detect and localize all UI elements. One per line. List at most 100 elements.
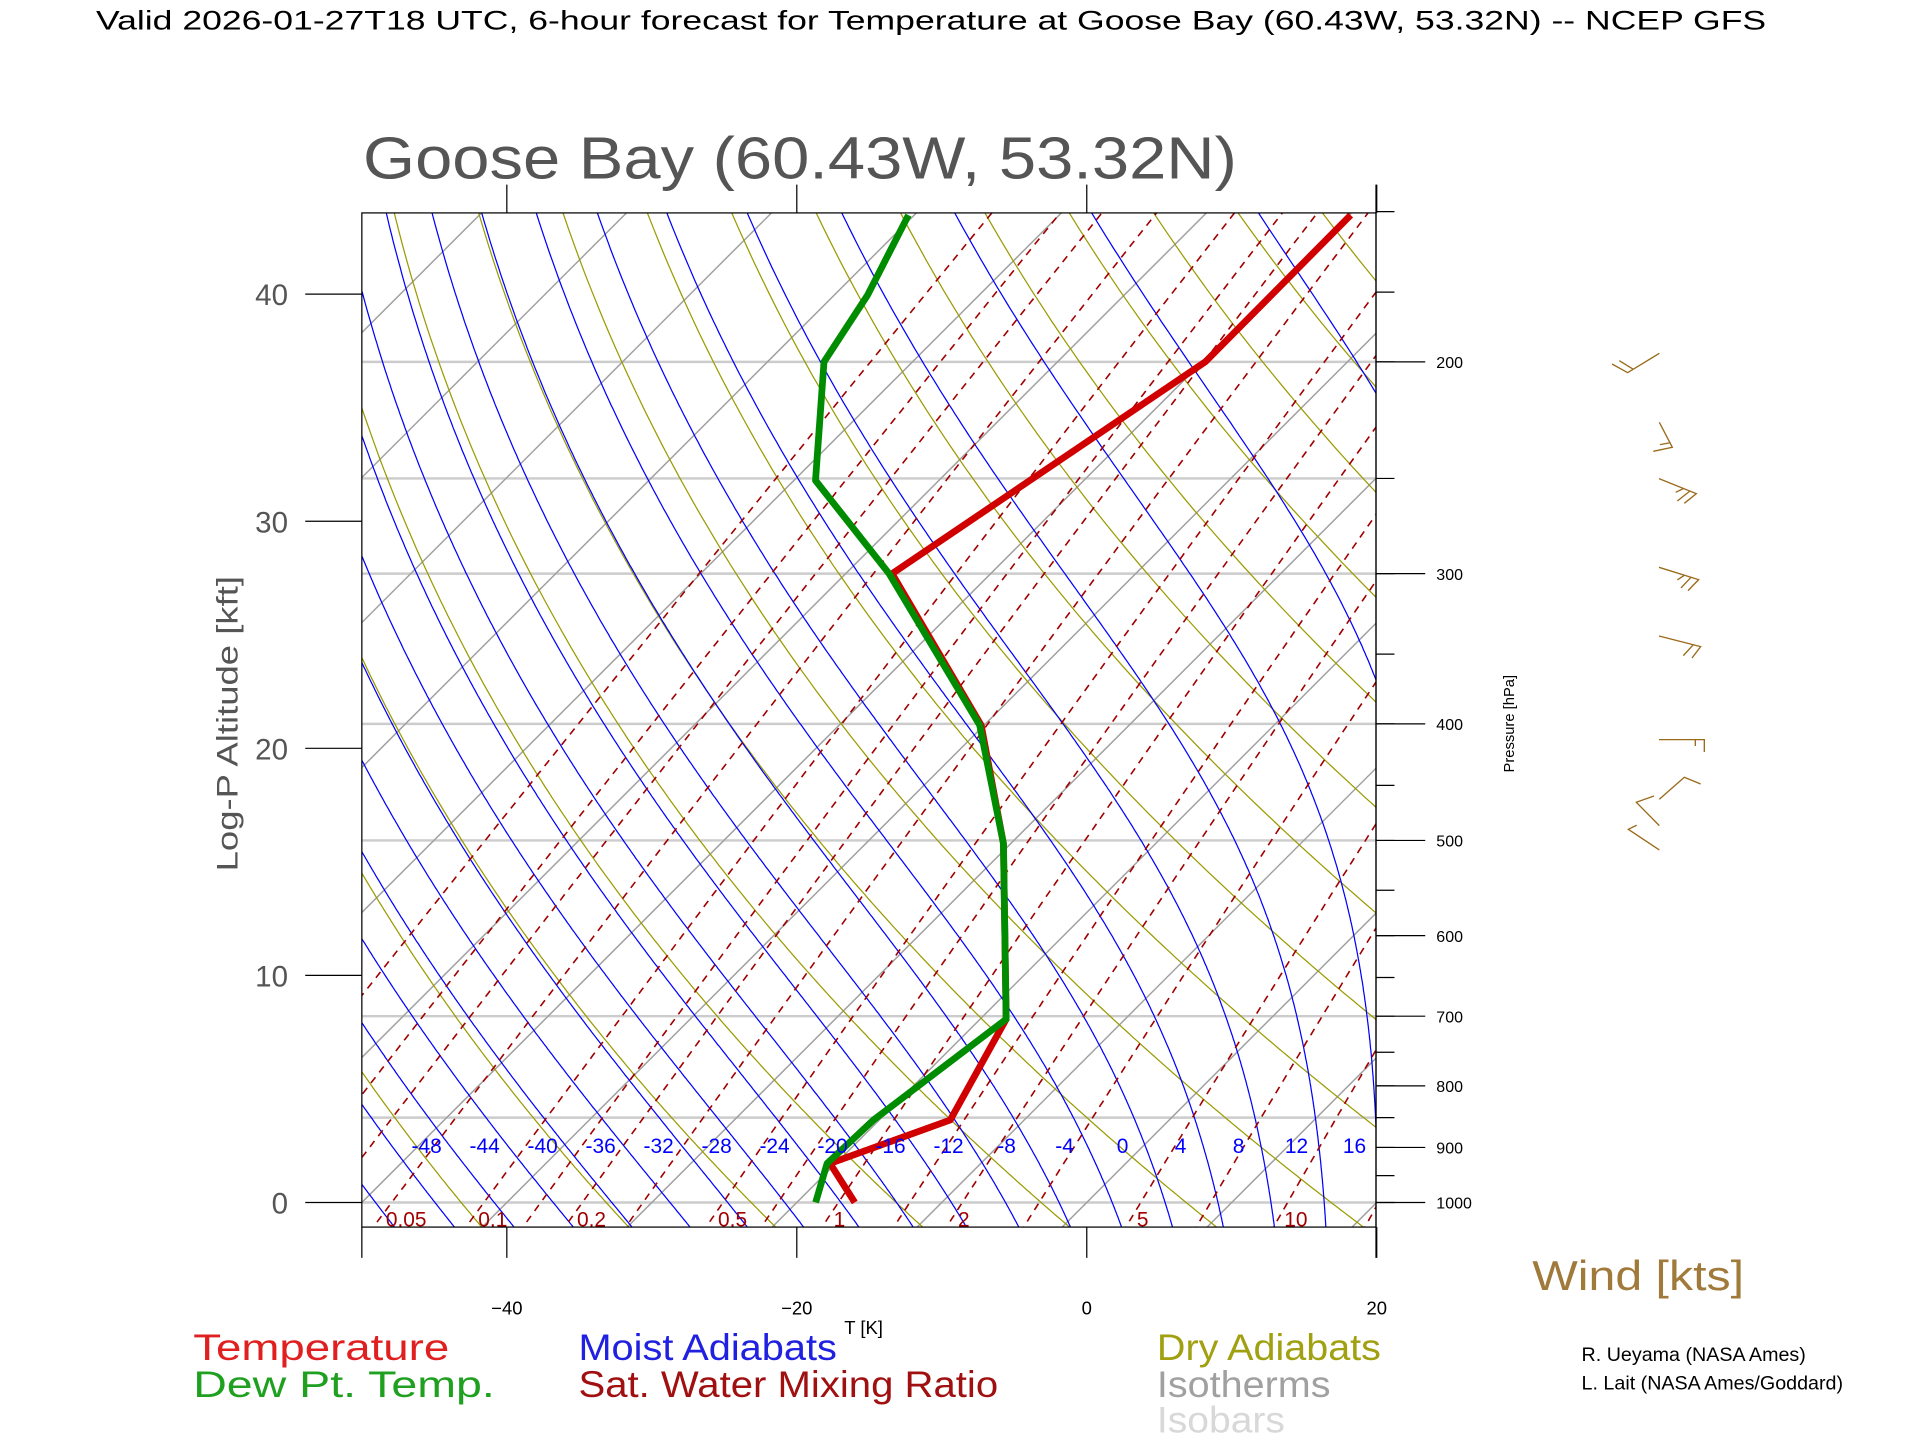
moist-adiabat-line [385, 212, 968, 1228]
dry-adiabat-line [1321, 212, 1376, 282]
isotherm-line [1061, 912, 1376, 1228]
dry-adiabat-line [646, 212, 1376, 1129]
moist-adiabat-line [596, 212, 1174, 1228]
moist-adiabat-line [535, 212, 1123, 1228]
isotherm-line [361, 212, 1063, 914]
wind-barb [1653, 422, 1674, 452]
moist-adiabat-label: 0 [1117, 1135, 1129, 1158]
mixing-ratio-line [1022, 680, 1376, 1228]
pressure-tick-label: 1000 [1436, 1196, 1472, 1213]
wind-barb [1658, 635, 1702, 659]
x-tick-label: 20 [1366, 1297, 1387, 1318]
mixing-ratio-line [1527, 176, 1920, 1233]
dry-adiabat-line [0, 176, 44, 1233]
moist-adiabat-label: -36 [585, 1135, 615, 1158]
mixing-ratio-label: 0.2 [577, 1209, 606, 1232]
y2-axis-label: Pressure [hPa] [1502, 675, 1518, 773]
mixing-ratio-line [945, 579, 1376, 1228]
isotherm-line [1351, 1202, 1376, 1228]
mixing-ratio-label: 0.1 [478, 1209, 507, 1232]
moist-adiabat-line [361, 1021, 515, 1228]
legend-moist-adiabats: Moist Adiabats [578, 1327, 836, 1368]
mixing-ratio-line [372, 212, 1158, 1228]
y-tick-label: 0 [272, 1188, 288, 1221]
wind-barb [1658, 566, 1700, 592]
credit-line-1: R. Ueyama (NASA Ames) [1582, 1344, 1806, 1366]
mixing-ratio-label: 2 [958, 1209, 970, 1232]
dry-adiabat-line [731, 212, 1376, 1021]
moist-adiabat-line [361, 661, 749, 1228]
moist-adiabat-line [1701, 179, 1920, 1232]
isotherm-line [0, 176, 374, 1233]
moist-adiabat-line [361, 1103, 456, 1228]
legend-isobars: Isobars [1157, 1400, 1285, 1440]
pressure-tick-label: 600 [1436, 929, 1463, 946]
profiles [812, 212, 1354, 1205]
dry-adiabat-line [562, 212, 1365, 1228]
legend-isotherms: Isotherms [1157, 1364, 1331, 1405]
moist-adiabat-line [1090, 212, 1376, 682]
mixing-ratio-line [760, 354, 1376, 1228]
mixing-ratio-line [1272, 1048, 1376, 1228]
x-tick-label: −40 [491, 1297, 522, 1318]
mixing-ratio-label: 0.5 [718, 1209, 747, 1232]
moist-adiabat-line [954, 212, 1376, 1144]
moist-adiabat-label: -40 [528, 1135, 558, 1158]
dry-adiabat-line [361, 1070, 483, 1228]
credit-line-2: L. Lait (NASA Ames/Goddard) [1582, 1373, 1844, 1395]
mixing-ratio-line [361, 212, 1103, 1159]
dry-adiabat-line [984, 212, 1376, 703]
chart-title: Goose Bay (60.43W, 53.32N) [363, 125, 1237, 191]
moist-adiabat-label: 4 [1175, 1135, 1187, 1158]
legend-dewpoint: Dew Pt. Temp. [193, 1364, 495, 1405]
dry-adiabat-line [1460, 176, 1920, 1233]
dry-adiabat-line [361, 871, 630, 1228]
pressure-tick-label: 200 [1436, 355, 1463, 372]
wind-barb [1658, 776, 1701, 800]
dry-adiabat-line [1543, 176, 1920, 1233]
mixing-ratio-line [563, 212, 1319, 1228]
dry-adiabat-line [0, 176, 192, 1233]
pressure-tick-label: 500 [1436, 834, 1463, 851]
moist-adiabat-line [431, 212, 1020, 1228]
moist-adiabat-line [361, 758, 691, 1228]
isotherm-line [361, 212, 1208, 1059]
dewpoint-profile-line [812, 213, 1010, 1204]
x-tick-label: 0 [1082, 1297, 1092, 1318]
line-labels: -48 -44 -40 -36 -32 -28 -24 -20 -16 -12 -8 -4 0 4 8 12 1… [386, 1135, 1366, 1232]
mixing-ratio-line [1124, 822, 1376, 1228]
y-tick-label: 20 [255, 733, 288, 766]
isotherm-line [361, 212, 628, 479]
dry-adiabat-line [0, 176, 339, 1233]
isotherm-line [1491, 176, 1920, 1233]
dry-adiabat-line [1791, 176, 1920, 1233]
moist-adiabat-line [361, 850, 633, 1228]
wind-barb [1658, 478, 1698, 504]
dry-adiabat-line [361, 656, 777, 1228]
moist-adiabat-label: -32 [643, 1135, 673, 1158]
moist-adiabat-line [1646, 179, 1838, 1232]
moist-adiabat-label: -48 [412, 1135, 442, 1158]
legend-temperature: Temperature [193, 1327, 449, 1368]
dry-adiabat-line [1152, 212, 1376, 494]
y-tick-label: 30 [255, 506, 288, 539]
mixing-ratio-label: 0.05 [386, 1209, 427, 1232]
y-tick-label: 40 [255, 279, 288, 312]
moist-adiabat-line [666, 212, 1224, 1228]
pressure-tick-label: 300 [1436, 567, 1463, 584]
moist-adiabat-label: -8 [997, 1135, 1016, 1158]
mixing-ratio-line [521, 212, 1284, 1228]
legend-mixing-ratio: Sat. Water Mixing Ratio [578, 1364, 998, 1405]
pressure-tick-label: 400 [1436, 717, 1463, 734]
pressure-tick-label: 800 [1436, 1079, 1463, 1096]
dry-adiabat-line [1708, 176, 1920, 1233]
moist-adiabat-label: -44 [470, 1135, 501, 1158]
moist-adiabat-label: -16 [875, 1135, 905, 1158]
isotherm-line [1636, 176, 1920, 1233]
x-tick-label: −20 [781, 1297, 812, 1318]
dry-adiabat-line [478, 212, 1218, 1228]
moist-adiabat-line [361, 1183, 396, 1228]
moist-adiabat-label: 12 [1285, 1135, 1308, 1158]
x-axis-label: T [K] [844, 1317, 883, 1338]
